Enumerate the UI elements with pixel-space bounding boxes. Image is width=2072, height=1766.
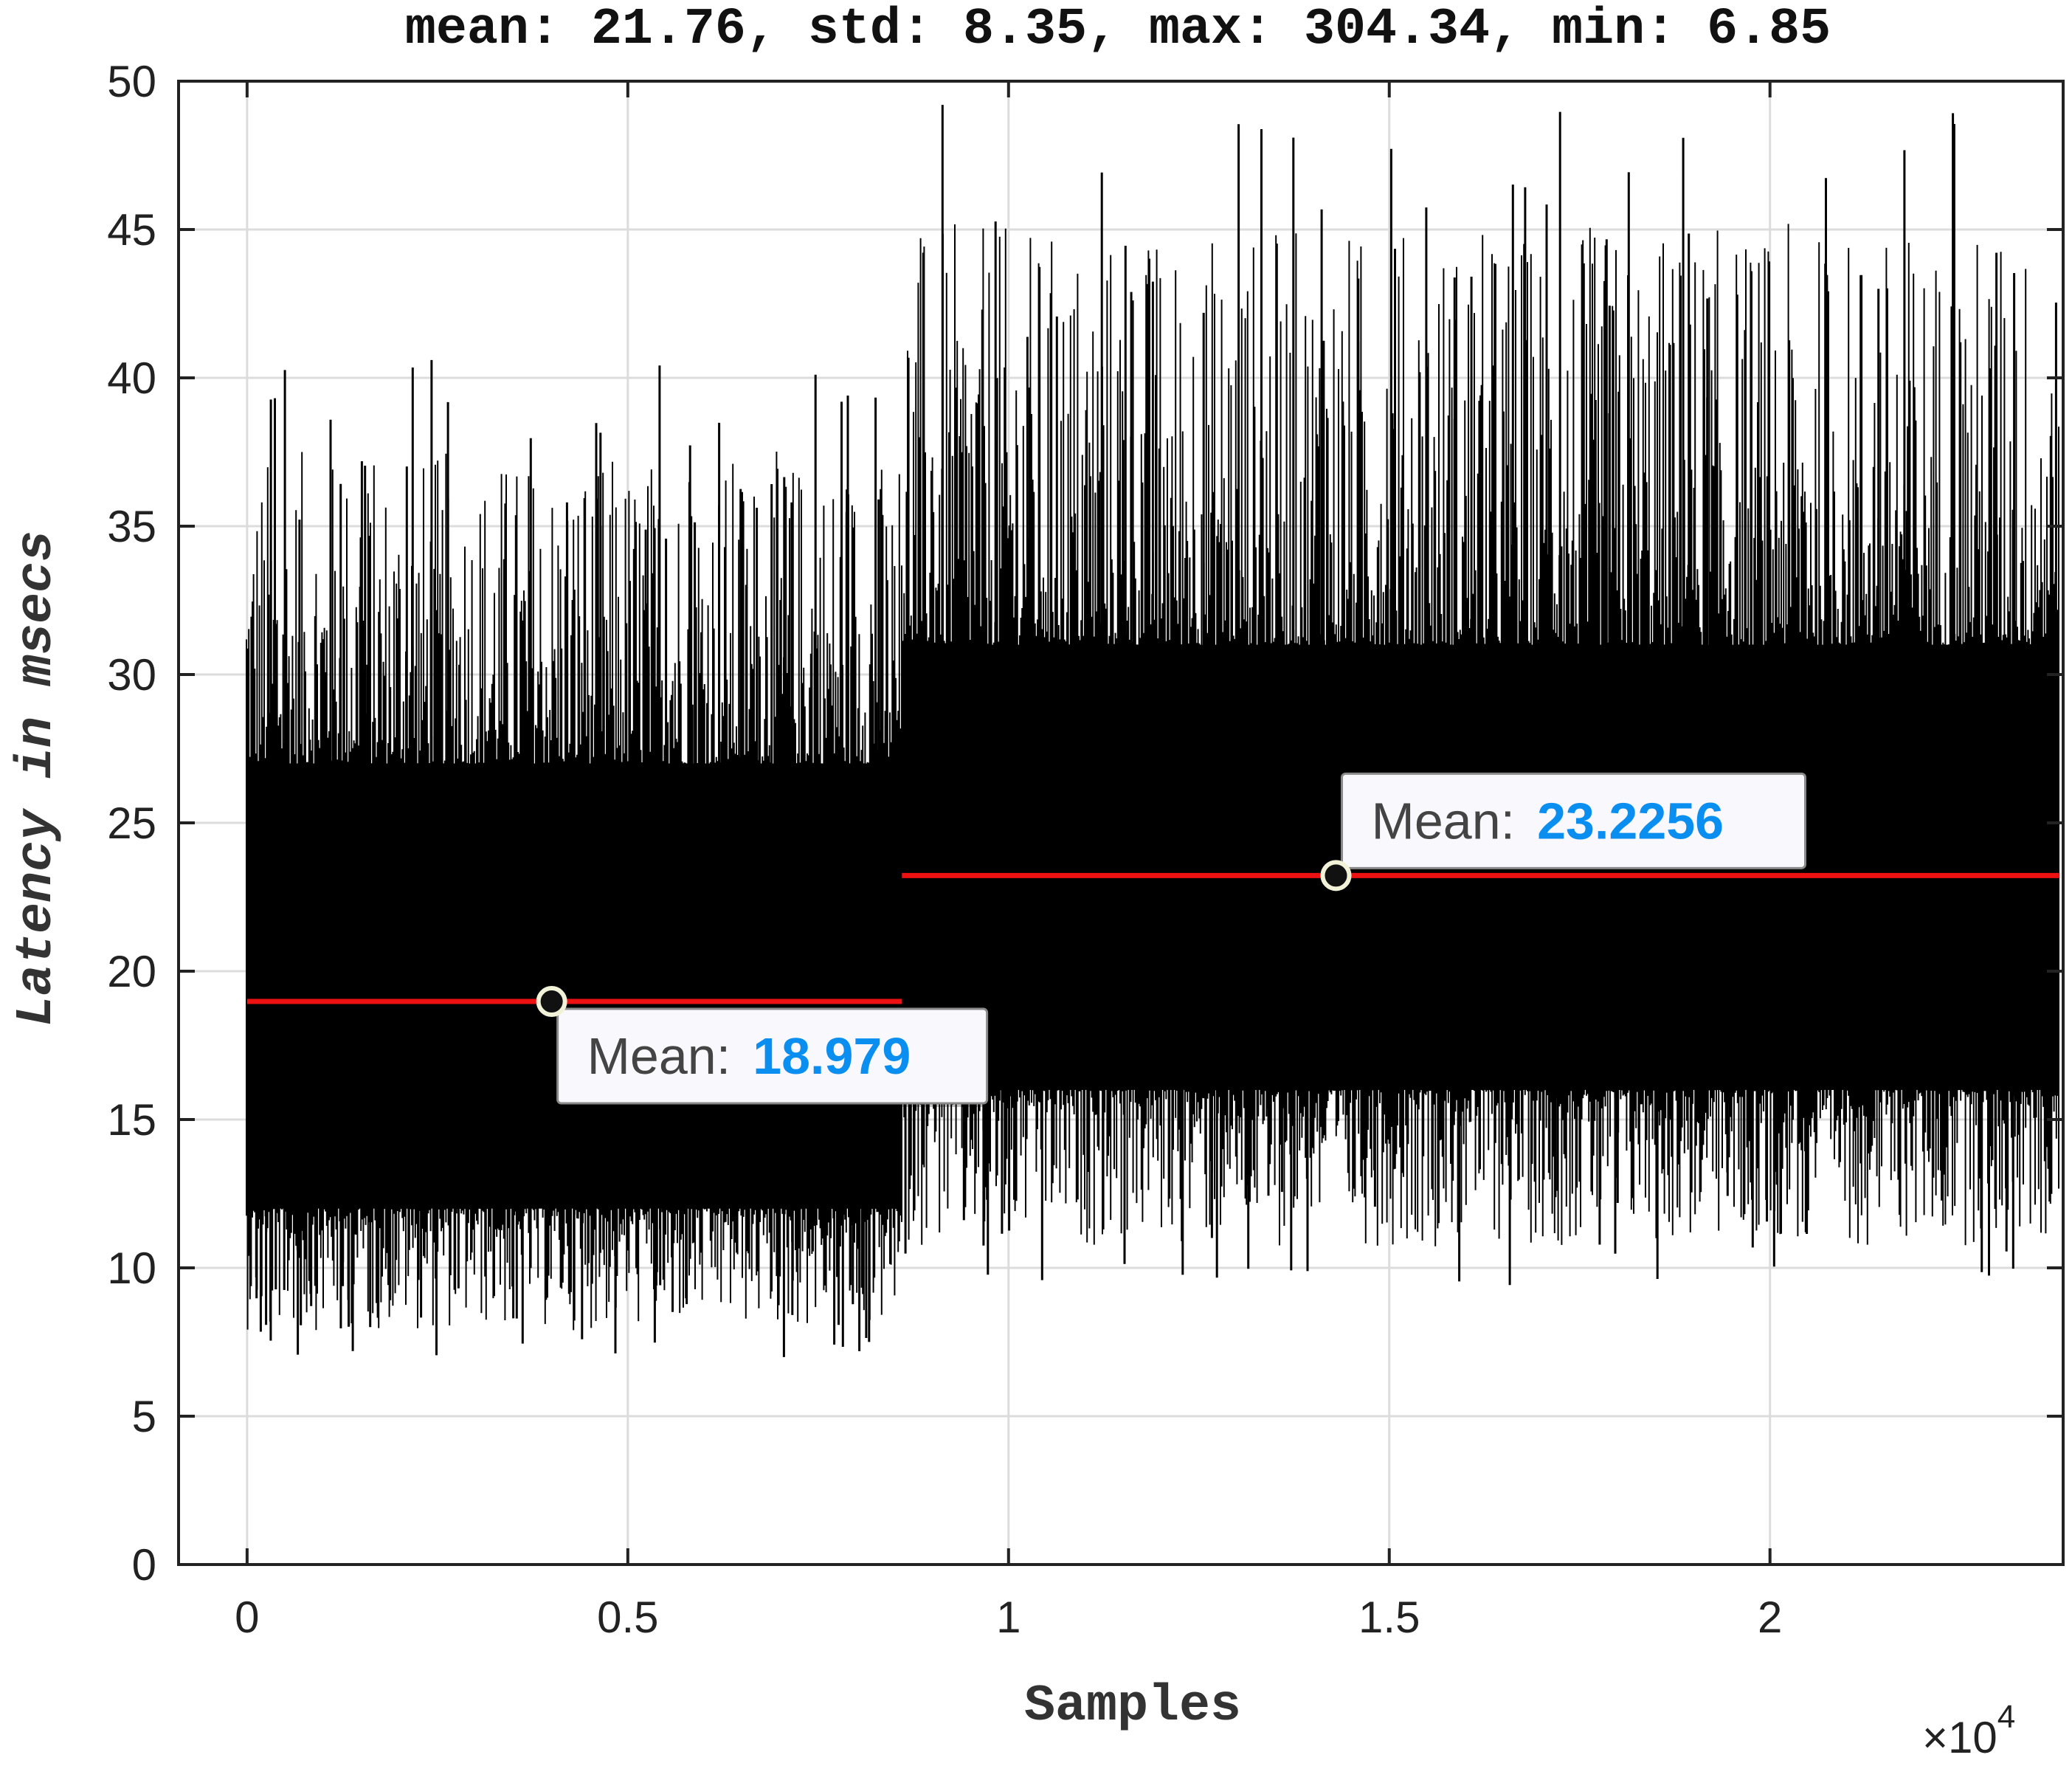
datatip-box-1 bbox=[1341, 772, 1807, 869]
x-axis-ticks: 0 0.5 1 1.5 2 bbox=[235, 81, 1782, 1642]
y-tick-label-5: 25 bbox=[107, 799, 156, 848]
x-tick-label-1: 0.5 bbox=[597, 1593, 658, 1642]
y-tick-label-8: 40 bbox=[107, 353, 156, 403]
y-tick-label-7: 35 bbox=[107, 502, 156, 551]
x-axis-label: Samples bbox=[1024, 1677, 1241, 1736]
datatip-value-0: 18.979 bbox=[753, 1027, 911, 1085]
y-axis-label: Latency in msecs bbox=[8, 531, 66, 1027]
datatip-marker-0[interactable] bbox=[536, 986, 567, 1018]
chart-title: mean: 21.76, std: 8.35, max: 304.34, min… bbox=[405, 1, 1831, 59]
x-tick-label-3: 1.5 bbox=[1358, 1593, 1420, 1642]
datatip-marker-1[interactable] bbox=[1320, 860, 1352, 891]
datatip-label-1: Mean: bbox=[1372, 792, 1516, 849]
series-spikes-0 bbox=[255, 359, 880, 1357]
x-tick-label-2: 1 bbox=[996, 1593, 1021, 1642]
datatip-0[interactable]: Mean: 18.979 bbox=[536, 986, 990, 1108]
datatip-text-0: Mean: 18.979 bbox=[587, 1027, 911, 1085]
x-tick-label-4: 2 bbox=[1758, 1593, 1782, 1642]
datatips: Mean: 18.979 Mean: 23.2256 bbox=[536, 772, 1809, 1108]
x-axis-multiplier: ×104 bbox=[1922, 1699, 2015, 1762]
y-axis-ticks: 0 5 10 15 20 25 30 35 40 45 50 bbox=[107, 57, 2063, 1590]
datatip-text-1: Mean: 23.2256 bbox=[1372, 792, 1724, 849]
mean-lines bbox=[246, 872, 2059, 1004]
y-tick-label-3: 15 bbox=[107, 1095, 156, 1145]
x-multiplier-base: ×10 bbox=[1922, 1713, 1997, 1762]
datatip-value-1: 23.2256 bbox=[1537, 792, 1724, 849]
y-tick-label-9: 45 bbox=[107, 205, 156, 255]
y-tick-label-1: 5 bbox=[132, 1392, 156, 1441]
y-tick-label-2: 10 bbox=[107, 1244, 156, 1293]
y-tick-label-0: 0 bbox=[132, 1540, 156, 1590]
datatip-label-0: Mean: bbox=[587, 1027, 731, 1085]
x-tick-label-0: 0 bbox=[235, 1593, 259, 1642]
series-spikes-1 bbox=[904, 105, 2057, 1286]
datatip-box-0 bbox=[556, 1007, 989, 1105]
y-tick-label-10: 50 bbox=[107, 57, 156, 106]
y-tick-label-6: 30 bbox=[107, 650, 156, 700]
datatip-1[interactable]: Mean: 23.2256 bbox=[1320, 772, 1809, 891]
y-tick-label-4: 20 bbox=[107, 947, 156, 996]
x-multiplier-exponent: 4 bbox=[1997, 1699, 2015, 1735]
